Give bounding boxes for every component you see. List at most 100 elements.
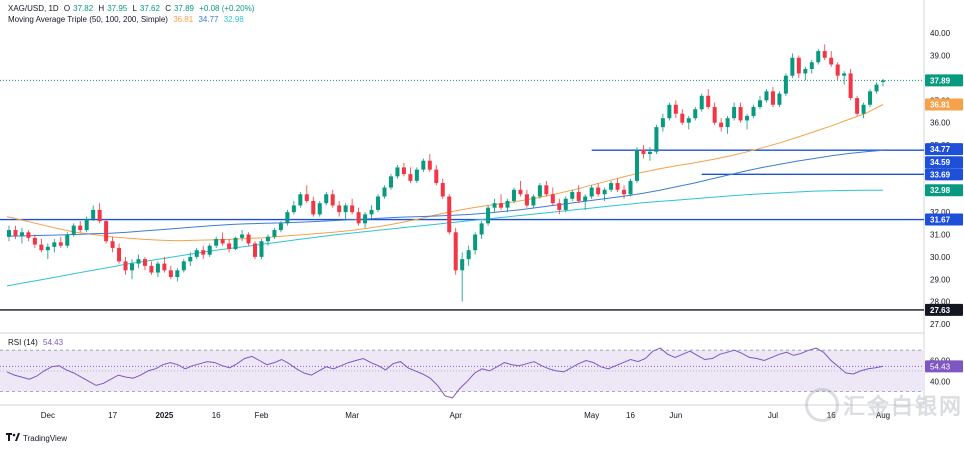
price-tags: 37.89 36.81 34.77 34.59 33.69 32.98 31.67 27.63: [925, 74, 963, 316]
price-tag-text: 32.98: [930, 186, 951, 195]
candle-body: [6, 230, 12, 237]
candle-body: [880, 80, 886, 82]
candle-body: [434, 169, 439, 184]
price-tick-label: 39.00: [930, 52, 951, 61]
open-label: O: [63, 4, 71, 13]
candle-body: [511, 189, 516, 201]
candle-body: [227, 243, 232, 250]
candle-body: [91, 209, 96, 219]
ma-line-100: [6, 149, 884, 237]
candle-body: [207, 245, 212, 255]
candle-body: [168, 270, 173, 278]
candle-body: [829, 57, 834, 65]
candle-body: [233, 237, 238, 250]
price-tag-text: 34.59: [930, 158, 951, 167]
ma-line-200: [6, 189, 883, 287]
ma100-value: 34.77: [198, 15, 219, 24]
candle-body: [110, 241, 115, 248]
price-tag-text: 37.89: [930, 76, 951, 85]
candle-body: [317, 203, 322, 215]
candle-body: [745, 115, 750, 121]
main-pane-grid: [0, 0, 925, 406]
time-tick-label: 16: [212, 411, 221, 420]
rsi-value-tag-text: 54.43: [930, 362, 951, 371]
horizontal-levels: [0, 79, 924, 311]
price-tag: [925, 143, 963, 156]
candle-body: [447, 196, 452, 233]
candle-body: [654, 127, 659, 152]
watermark: 汇金白银网: [805, 388, 963, 422]
candle-body: [518, 189, 523, 195]
time-tick-label: 17: [108, 411, 117, 420]
candle-body: [45, 246, 50, 251]
candle-body: [809, 62, 814, 69]
rsi-tick-label: 40.00: [930, 377, 951, 386]
candle-body: [570, 192, 575, 199]
candle-body: [576, 192, 581, 201]
price-tag-text: 31.67: [930, 216, 951, 225]
candle-body: [699, 95, 704, 110]
time-axis: Dec 17 2025 16 Feb Mar Apr May 16 Jun Jul 16 Aug: [41, 411, 890, 420]
candle-body: [563, 198, 568, 210]
close-value: 37.89: [173, 4, 194, 13]
candle-body: [803, 68, 808, 74]
ma200-value: 32.98: [223, 15, 244, 24]
rsi-value: 54.43: [43, 338, 64, 347]
candle-body: [855, 98, 860, 114]
rsi-title: RSI (14): [8, 338, 38, 347]
rsi-header: RSI (14) 54.43: [8, 338, 66, 348]
candle-body: [414, 169, 419, 181]
candle-body: [777, 93, 782, 105]
candle-body: [583, 196, 588, 201]
candle-body: [641, 149, 646, 154]
candle-body: [647, 151, 652, 154]
candle-body: [842, 73, 847, 76]
candle-body: [408, 174, 413, 181]
moving-averages: [6, 104, 884, 287]
candle-body: [770, 91, 775, 105]
time-tick-label: May: [584, 411, 599, 420]
candle-body: [628, 180, 633, 195]
candle-body: [330, 194, 335, 206]
price-tag-text: 27.63: [930, 306, 951, 315]
candle-body: [181, 261, 186, 271]
ma50-value: 36.81: [173, 15, 194, 24]
price-tag-text: 36.81: [930, 101, 951, 110]
candle-body: [634, 149, 639, 181]
candle-body: [343, 205, 348, 213]
candle-body: [602, 189, 607, 195]
price-tag: [925, 184, 963, 197]
time-tick-label: 2025: [155, 411, 173, 420]
price-tag: [925, 213, 963, 226]
candle-body: [117, 247, 122, 262]
candle-body: [874, 84, 879, 92]
candle-body: [376, 196, 381, 210]
candle-body: [130, 263, 135, 271]
rsi-value-tag: [925, 360, 963, 373]
candle-body: [19, 232, 24, 236]
tradingview-logo[interactable]: TradingView: [6, 433, 67, 443]
candle-body: [505, 200, 510, 208]
candle-body: [757, 100, 762, 108]
price-tag-text: 34.77: [930, 145, 951, 154]
tradingview-logo-icon: [6, 433, 20, 443]
candle-body: [615, 183, 620, 190]
watermark-text: 汇金白银网: [843, 394, 964, 419]
candle-body: [557, 203, 562, 210]
candle-body: [259, 241, 264, 257]
time-tick-label: Apr: [449, 411, 462, 420]
candle-body: [499, 203, 504, 208]
price-tick-label: 40.00: [930, 29, 951, 38]
candle-body: [589, 187, 594, 197]
candle-body: [65, 234, 70, 246]
candle-body: [136, 259, 141, 264]
price-tag: [925, 156, 963, 169]
candle-body: [732, 107, 737, 119]
candle-body: [848, 73, 853, 99]
price-tick-label: 27.00: [930, 320, 951, 329]
candle-body: [220, 238, 225, 244]
tradingview-wordmark: TradingView: [23, 433, 68, 443]
time-tick-label: Feb: [255, 411, 269, 420]
